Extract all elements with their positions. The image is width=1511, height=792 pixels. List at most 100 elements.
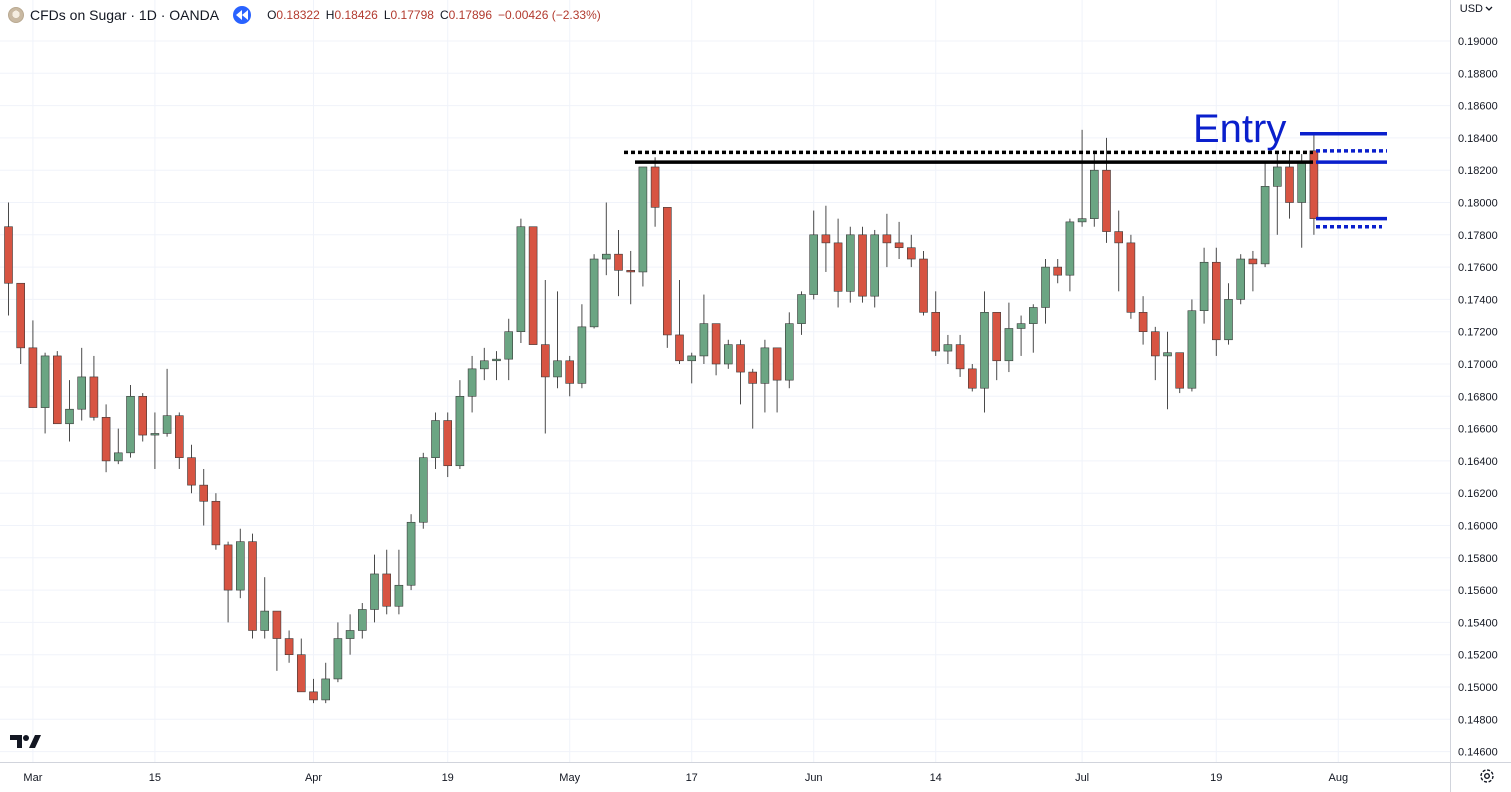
candle-down (199, 468, 208, 526)
candle-body (28, 347, 38, 408)
candle-down (1102, 137, 1111, 243)
y-tick-label: 0.16400 (1458, 456, 1498, 468)
candle-body (187, 457, 196, 486)
x-tick-label: 17 (686, 772, 698, 784)
candle-down (248, 533, 257, 639)
candle-body (736, 344, 745, 373)
candle-body (296, 654, 306, 693)
candle-body (1016, 323, 1026, 329)
candle-down (894, 221, 904, 260)
candle-body (699, 323, 709, 357)
candle-body (1163, 352, 1172, 357)
low-readout: L0.17798 (383, 8, 434, 22)
candle-body (443, 420, 453, 467)
candle-body (553, 360, 562, 378)
candle-up (492, 351, 501, 381)
candle-up (687, 352, 697, 384)
candle-down (662, 207, 672, 348)
candle-down (443, 412, 453, 478)
candle-body (1029, 307, 1038, 324)
candle-body (1260, 186, 1270, 265)
y-tick-label: 0.14600 (1458, 747, 1498, 759)
candle-down (833, 218, 843, 308)
candle-body (1090, 169, 1099, 219)
y-tick-label: 0.18400 (1458, 133, 1498, 145)
candle-up (1224, 283, 1233, 345)
high-readout: H0.18426 (325, 8, 378, 22)
candle-down (650, 157, 660, 227)
candle-up (370, 554, 379, 623)
candle-body (1199, 261, 1209, 312)
candle-up (40, 352, 50, 434)
candle-body (577, 326, 587, 384)
candle-body (223, 544, 233, 591)
candle-down (101, 404, 111, 473)
candle-down (565, 355, 575, 397)
chart-header: CFDs on Sugar · 1D · OANDA O0.18322 H0.1… (8, 5, 601, 25)
candle-down (223, 541, 233, 623)
candle-up (1065, 218, 1075, 292)
candle-body (175, 415, 184, 458)
tradingview-logo-icon (10, 735, 41, 748)
y-tick-label: 0.14800 (1458, 714, 1498, 726)
x-tick-label: Aug (1329, 772, 1349, 784)
y-tick-label: 0.15200 (1458, 650, 1498, 662)
candle-body (992, 312, 1002, 362)
y-tick-label: 0.18600 (1458, 101, 1498, 113)
currency-selector[interactable]: USD (1460, 3, 1493, 15)
candle-body (565, 360, 575, 384)
candle-body (1126, 242, 1136, 313)
candle-body (114, 452, 123, 462)
y-tick-label: 0.17000 (1458, 359, 1498, 371)
gear-icon[interactable] (1479, 768, 1495, 784)
candle-up (418, 452, 428, 529)
candle-body (1065, 221, 1075, 276)
candle-body (589, 258, 599, 328)
candle-body (333, 638, 343, 680)
candle-up (1016, 315, 1026, 356)
candle-body (357, 609, 367, 631)
candle-up (784, 312, 794, 389)
candle-down (382, 549, 392, 615)
candle-body (321, 678, 331, 701)
candle-body (675, 334, 684, 362)
candle-up (1199, 247, 1209, 324)
candle-down (858, 226, 867, 303)
candle-body (479, 360, 489, 370)
candle-body (394, 584, 404, 607)
candle-body (126, 395, 135, 454)
rewind-icon[interactable] (233, 6, 252, 24)
symbol-title[interactable]: CFDs on Sugar · 1D · OANDA (30, 7, 220, 23)
candle-up (1077, 129, 1087, 227)
x-tick-label: 19 (442, 772, 454, 784)
candle-down (1309, 133, 1319, 235)
candle-up (516, 218, 526, 344)
candle-down (272, 610, 282, 671)
y-tick-label: 0.17600 (1458, 262, 1498, 274)
candle-body (967, 368, 977, 389)
x-tick-label: Mar (23, 772, 42, 784)
candle-body (52, 355, 62, 425)
candle-body (638, 166, 648, 273)
annotations: Entry (624, 107, 1387, 229)
candle-down (919, 250, 928, 316)
candle-body (1273, 166, 1282, 187)
candle-body (65, 408, 74, 425)
candle-up (809, 210, 819, 300)
candle-down (4, 202, 13, 316)
candle-down (1175, 352, 1184, 394)
candle-body (711, 323, 721, 365)
candle-body (723, 344, 733, 365)
candle-up (455, 380, 465, 469)
candle-down (748, 368, 758, 429)
x-tick-label: 14 (930, 772, 942, 784)
candle-body (1053, 266, 1062, 276)
candles (4, 129, 1319, 704)
y-tick-label: 0.17200 (1458, 327, 1498, 339)
candle-body (614, 253, 623, 271)
candle-body (1224, 299, 1233, 341)
candle-body (931, 312, 941, 352)
candle-up (1273, 150, 1282, 235)
candle-up (333, 622, 343, 683)
